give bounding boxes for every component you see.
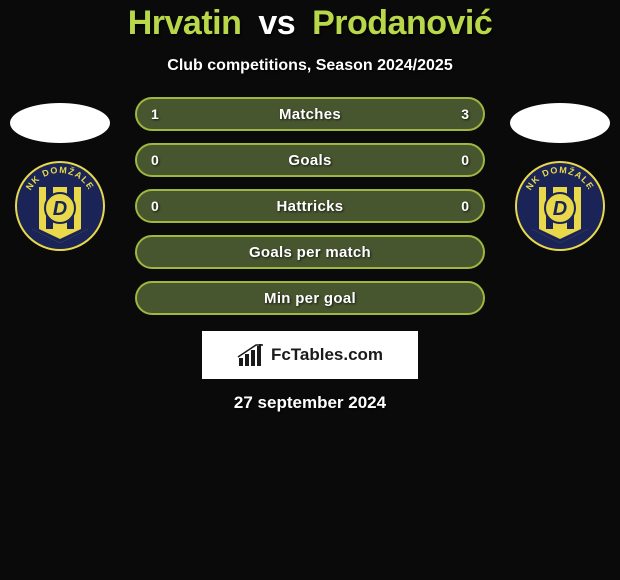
stat-right-value: 0 xyxy=(461,152,469,168)
subtitle: Club competitions, Season 2024/2025 xyxy=(0,57,620,75)
stat-label: Min per goal xyxy=(264,290,356,307)
stat-row-min-per-goal: Min per goal xyxy=(135,281,485,315)
stat-rows: 1 Matches 3 0 Goals 0 0 Hattricks 0 Goal… xyxy=(135,97,485,315)
stat-right-value: 0 xyxy=(461,198,469,214)
player2-club-badge: NK DOMŽALE D xyxy=(515,161,605,251)
stat-left-value: 0 xyxy=(151,198,159,214)
stat-label: Hattricks xyxy=(277,198,344,215)
stat-row-matches: 1 Matches 3 xyxy=(135,97,485,131)
player1-name: Hrvatin xyxy=(128,4,242,42)
stat-row-goals: 0 Goals 0 xyxy=(135,143,485,177)
stat-row-goals-per-match: Goals per match xyxy=(135,235,485,269)
player1-column: NK DOMŽALE D xyxy=(10,103,110,251)
player2-avatar xyxy=(510,103,610,143)
stat-label: Goals xyxy=(288,152,331,169)
player1-avatar xyxy=(10,103,110,143)
title: Hrvatin vs Prodanović xyxy=(0,4,620,43)
player2-column: NK DOMŽALE D xyxy=(510,103,610,251)
player1-club-badge: NK DOMŽALE D xyxy=(15,161,105,251)
bar-chart-icon xyxy=(237,344,265,366)
svg-text:D: D xyxy=(53,198,67,220)
date-text: 27 september 2024 xyxy=(0,393,620,413)
stat-left-value: 0 xyxy=(151,152,159,168)
stat-row-hattricks: 0 Hattricks 0 xyxy=(135,189,485,223)
logo-text: FcTables.com xyxy=(271,345,383,365)
stat-left-value: 1 xyxy=(151,106,159,122)
svg-text:D: D xyxy=(553,198,567,220)
fctables-logo[interactable]: FcTables.com xyxy=(202,331,418,379)
title-connector: vs xyxy=(258,4,295,42)
comparison-card: Hrvatin vs Prodanović Club competitions,… xyxy=(0,0,620,413)
player2-name: Prodanović xyxy=(312,4,492,42)
stats-area: NK DOMŽALE D xyxy=(0,97,620,413)
stat-right-value: 3 xyxy=(461,106,469,122)
stat-label: Matches xyxy=(279,106,341,123)
stat-label: Goals per match xyxy=(249,244,371,261)
